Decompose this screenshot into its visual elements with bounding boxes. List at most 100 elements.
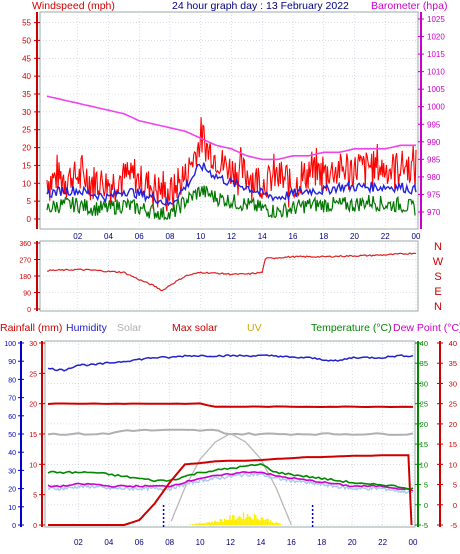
temp-tick-label: 40 (420, 339, 428, 348)
weather-x-tick-label: 04 (104, 538, 113, 547)
uv-bar (234, 519, 237, 525)
wind-x-tick-label: 08 (166, 232, 175, 241)
uv-bar (197, 523, 200, 525)
uv-bar (241, 519, 243, 525)
uv-bar (196, 523, 198, 525)
uv-bar (212, 522, 215, 525)
uv-bar (237, 517, 239, 525)
temp-tick-label: 30 (420, 379, 428, 388)
wind-x-tick-label: 14 (258, 232, 267, 241)
uv-label: UV (247, 322, 262, 334)
temperature-series-line (47, 463, 414, 491)
humidity-tick-label: 50 (8, 432, 16, 439)
uv-bar (271, 522, 273, 525)
dew-tick-label: 40 (449, 339, 457, 348)
dew-tick-label: 25 (449, 400, 457, 409)
dew-tick-label: 10 (449, 460, 457, 469)
weather-x-tick-label: 12 (226, 538, 235, 547)
uv-bar (192, 524, 194, 525)
baro-tick-label: 970 (427, 208, 441, 217)
minimum-wind-series-line (46, 185, 416, 221)
wind-tick-label: 25 (22, 126, 31, 135)
humidity-tick-label: 70 (8, 396, 16, 403)
uv-bar (223, 518, 226, 525)
weather-x-tick-label: 08 (165, 538, 174, 547)
direction-axis-ticks: 0 90 180 270 360 (19, 241, 40, 314)
wind-panel-frame (39, 11, 419, 230)
humidity-tick-label: 10 (8, 505, 16, 512)
solar-label: Solar (117, 322, 142, 334)
dew-tick-label: 0 (453, 501, 457, 510)
uv-bar (267, 518, 269, 525)
uv-bar (278, 523, 280, 525)
weather-x-tick-label: 02 (74, 538, 83, 547)
rainfall-series-line (48, 454, 413, 526)
uv-bar (226, 519, 228, 525)
weather-x-tick-label: 20 (348, 538, 357, 547)
barometer-axis-ticks: 970 975 980 985 990 995 1000 1005 1010 1015 1020 10… (418, 12, 445, 229)
humidity-tick-label: 60 (8, 414, 16, 421)
uv-bar (259, 520, 261, 525)
uv-bar (190, 524, 193, 525)
wind-x-tick-label: 10 (196, 232, 205, 241)
wind-tick-label: 20 (22, 144, 31, 153)
compass-label: S (434, 271, 441, 283)
compass-label: N (434, 241, 442, 253)
wind-x-tick-label: 18 (319, 232, 328, 241)
dewpoint-label: Dew Point (°C) (393, 322, 460, 334)
wind-x-tick-label: 16 (289, 232, 298, 241)
rainfall-label: Rainfall (mm) (0, 322, 62, 334)
uv-bar (235, 518, 238, 525)
weather-series (47, 354, 414, 527)
wind-tick-label: 45 (22, 54, 31, 63)
compass-label: E (434, 286, 441, 298)
temp-tick-label: -5 (421, 521, 428, 530)
weather-x-tick-label: 16 (287, 538, 296, 547)
uv-bar (214, 520, 216, 525)
baro-tick-label: 1015 (427, 50, 445, 59)
uv-bar (209, 522, 212, 525)
compass-label: N (434, 301, 442, 313)
baro-tick-label: 990 (427, 138, 441, 147)
wind-x-tick-label: 00 (412, 232, 421, 241)
wind-x-tick-label: 20 (350, 232, 359, 241)
temp-tick-label: 10 (420, 460, 428, 469)
rain-tick-label: 15 (29, 432, 37, 439)
uv-bar (219, 518, 221, 525)
wind-tick-label: 10 (22, 179, 31, 188)
weather-axes: -5 -5 0 0 5 5 10 10 15 15 20 20 25 25 30 30 35 35 40 40 0 10 2… (4, 339, 457, 530)
rain-tick-label: 30 (29, 341, 37, 348)
uv-bar (252, 519, 254, 525)
baro-tick-label: 1025 (427, 15, 445, 24)
wind-axis-ticks: 0 5 10 15 20 25 30 35 40 45 50 55 (22, 12, 40, 229)
humidity-tick-label: 80 (8, 377, 16, 384)
barometer-axis-title: Barometer (hpa) (371, 0, 447, 12)
baro-tick-label: 1000 (427, 103, 445, 112)
uv-bar (215, 521, 217, 525)
uv-bar (275, 522, 278, 525)
rain-tick-label: 5 (33, 493, 37, 500)
temp-tick-label: 20 (420, 420, 428, 429)
uv-bar (256, 518, 258, 525)
wind-tick-label: 40 (22, 72, 31, 81)
average-wind-series-line (46, 162, 417, 207)
wind-tick-label: 0 (27, 215, 32, 224)
humidity-series-line (47, 354, 414, 372)
direction-panel-grid (40, 241, 418, 311)
weather-x-tick-label: 10 (196, 538, 205, 547)
wind-x-tick-label: 12 (227, 232, 236, 241)
uv-bar (248, 516, 250, 525)
windspeed-axis-title: Windspeed (mph) (32, 0, 115, 12)
temp-tick-label: 35 (420, 359, 428, 368)
wind-x-tick-label: 04 (104, 232, 113, 241)
direction-tick-label: 180 (19, 274, 31, 281)
uv-bar (246, 514, 249, 525)
uv-bar (201, 523, 204, 525)
temp-tick-label: 15 (420, 440, 428, 449)
direction-series (46, 252, 417, 292)
wind-tick-label: 5 (27, 197, 32, 206)
weather-x-tick-label: 18 (317, 538, 326, 547)
